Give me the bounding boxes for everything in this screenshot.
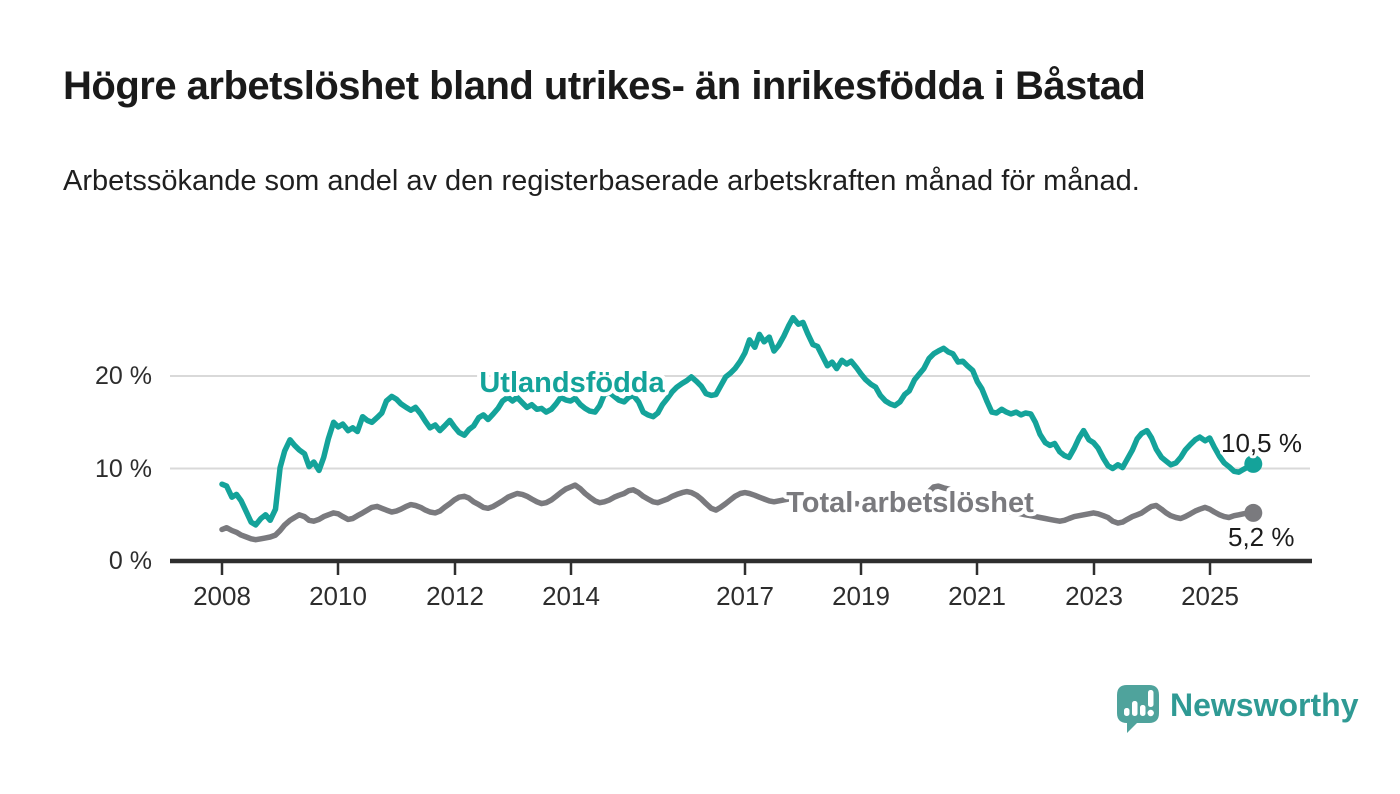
end-value-label-utlandsfodda: 10,5 % <box>1221 428 1302 458</box>
y-tick-label-20: 20 % <box>95 362 152 390</box>
newsworthy-logo-icon <box>1117 685 1159 733</box>
newsworthy-logo: Newsworthy <box>1117 685 1359 733</box>
x-tick-label: 2017 <box>716 581 774 611</box>
x-tick-label: 2025 <box>1181 581 1239 611</box>
x-tick-label: 2010 <box>309 581 367 611</box>
exclamation-icon <box>1148 690 1154 707</box>
exclamation-dot <box>1147 709 1154 717</box>
x-tick-label: 2008 <box>193 581 251 611</box>
x-tick-label: 2019 <box>832 581 890 611</box>
y-tick-label-0: 0 % <box>109 547 152 575</box>
series-label-utlandsfodda: Utlandsfödda <box>479 367 665 399</box>
x-tick-label: 2014 <box>542 581 600 611</box>
bar-chart-glyph <box>1124 690 1154 717</box>
x-axis-labels: 2008 2010 2012 2014 2017 2019 2021 2023 … <box>193 581 1239 611</box>
x-tick-label: 2012 <box>426 581 484 611</box>
series-line-utlandsfodda <box>219 314 1257 528</box>
series-line-total-arbetsloshet <box>219 482 1257 543</box>
series-end-dot-total <box>1244 503 1263 522</box>
series-label-total-arbetsloshet: Total arbetslöshet <box>786 487 1034 519</box>
page-title: Högre arbetslöshet bland utrikes- än inr… <box>63 64 1146 108</box>
page-subtitle: Arbetssökande som andel av den registerb… <box>63 165 1140 197</box>
x-tick-label: 2023 <box>1065 581 1123 611</box>
y-tick-label-10: 10 % <box>95 455 152 483</box>
x-tick-label: 2021 <box>948 581 1006 611</box>
series-end-dot-utlandsfodda <box>1244 454 1263 473</box>
x-axis-ticks <box>220 561 1212 575</box>
end-value-label-total: 5,2 % <box>1228 522 1295 552</box>
newsworthy-wordmark: Newsworthy <box>1170 687 1359 723</box>
